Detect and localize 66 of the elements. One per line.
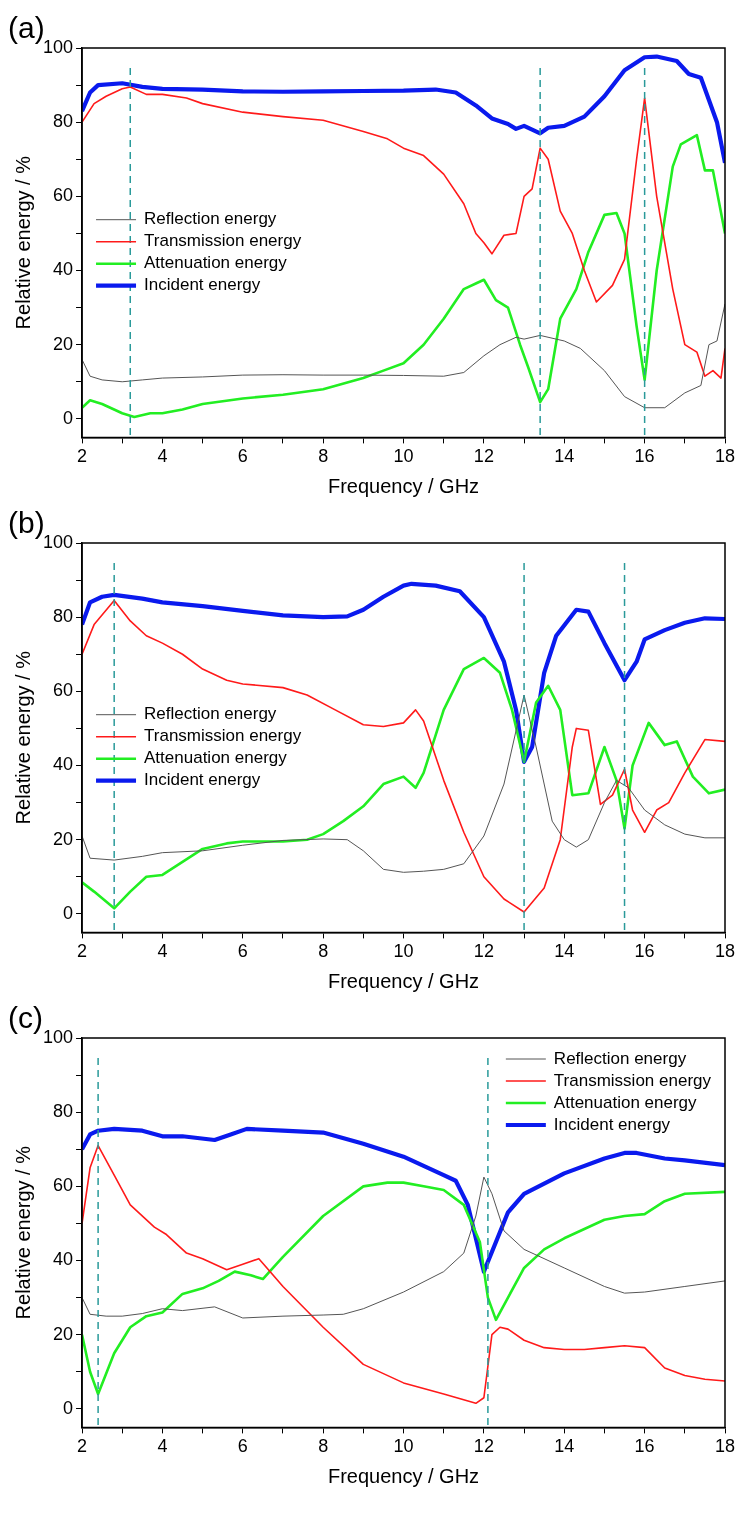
y-tick-label: 80 [53,1101,74,1122]
x-tick-label: 14 [554,446,575,467]
x-tick-label: 18 [714,1436,736,1457]
x-tick-label: 4 [157,941,168,962]
y-tick-label: 20 [53,333,74,354]
x-tick-label: 16 [634,446,655,467]
chart-title: (a) [8,11,45,45]
chart-title: (b) [8,506,45,540]
y-tick-label: 100 [42,36,74,57]
x-axis-title: Frequency / GHz [327,969,480,992]
legend-label: Attenuation energy [144,253,288,273]
y-tick-label: 100 [42,531,74,552]
legend-label: Incident energy [144,275,261,295]
y-tick-label: 0 [63,407,74,428]
y-tick-label: 60 [53,1175,74,1196]
x-tick-label: 14 [554,941,575,962]
x-tick-label: 8 [318,1436,329,1457]
x-tick-label: 4 [157,1436,168,1457]
x-tick-label: 2 [77,446,88,467]
legend-label: Reflection energy [553,1048,687,1068]
x-tick-label: 8 [318,941,329,962]
y-tick-label: 60 [53,185,74,206]
y-tick-label: 20 [53,828,74,849]
x-tick-label: 2 [77,1436,88,1457]
x-tick-label: 12 [473,446,494,467]
x-tick-label: 6 [237,941,248,962]
y-tick-label: 40 [53,259,74,280]
legend-label: Attenuation energy [553,1092,698,1112]
y-tick-label: 40 [53,1249,74,1270]
y-tick-label: 20 [53,1323,74,1344]
y-tick-label: 40 [53,754,74,775]
x-tick-label: 12 [473,941,494,962]
legend-label: Transmission energy [144,231,302,251]
x-tick-label: 10 [393,446,414,467]
x-axis-title: Frequency / GHz [327,1464,480,1487]
legend-label: Reflection energy [144,704,277,724]
legend-label: Reflection energy [144,209,277,229]
y-tick-label: 100 [42,1026,74,1047]
x-tick-label: 12 [473,1436,494,1457]
y-tick-label: 60 [53,680,74,701]
legend-label: Incident energy [144,770,261,790]
y-tick-label: 80 [53,111,74,132]
x-tick-label: 10 [393,941,414,962]
x-tick-label: 6 [237,1436,248,1457]
y-axis-title: Relative energy / % [11,650,34,825]
y-axis-title: Relative energy / % [11,1145,34,1320]
y-tick-label: 0 [63,1397,74,1418]
chart-title: (c) [8,1001,43,1035]
x-tick-label: 14 [554,1436,575,1457]
legend-label: Incident energy [553,1114,671,1134]
x-tick-label: 16 [634,1436,655,1457]
x-axis-title: Frequency / GHz [327,474,480,497]
y-axis-title: Relative energy / % [11,155,34,330]
legend-label: Attenuation energy [144,748,288,768]
x-tick-label: 4 [157,446,168,467]
legend-label: Transmission energy [144,726,302,746]
legend-label: Transmission energy [553,1070,712,1090]
y-tick-label: 0 [63,902,74,923]
x-tick-label: 8 [318,446,329,467]
y-tick-label: 80 [53,606,74,627]
x-tick-label: 16 [634,941,655,962]
x-tick-label: 18 [714,941,736,962]
x-tick-label: 2 [77,941,88,962]
x-tick-label: 10 [393,1436,414,1457]
x-tick-label: 6 [237,446,248,467]
x-tick-label: 18 [714,446,736,467]
